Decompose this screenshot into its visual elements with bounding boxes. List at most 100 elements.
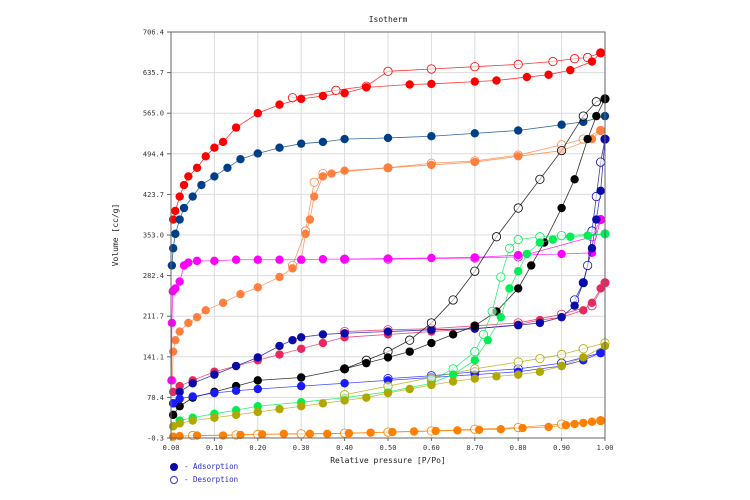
adsorption-point bbox=[405, 384, 414, 394]
adsorption-point bbox=[566, 65, 575, 75]
desorption-point bbox=[426, 64, 436, 74]
adsorption-point bbox=[596, 284, 605, 293]
adsorption-point bbox=[514, 284, 523, 293]
adsorption-point bbox=[405, 80, 414, 89]
adsorption-point bbox=[340, 364, 349, 374]
adsorption-point bbox=[409, 427, 419, 436]
adsorption-point bbox=[175, 192, 184, 201]
adsorption-point bbox=[210, 413, 219, 422]
adsorption-point bbox=[544, 422, 553, 432]
adsorption-point bbox=[383, 133, 393, 143]
adsorption-point bbox=[340, 88, 349, 98]
adsorption-point bbox=[253, 402, 262, 411]
adsorption-point bbox=[514, 370, 523, 379]
desorption-point bbox=[513, 203, 523, 213]
adsorption-point bbox=[587, 57, 597, 66]
adsorption-point bbox=[470, 321, 479, 330]
y-tick-label: 494.4 bbox=[143, 150, 164, 158]
x-tick-label: 0.20 bbox=[249, 444, 266, 452]
adsorption-point bbox=[362, 393, 371, 402]
adsorption-point bbox=[405, 347, 414, 356]
adsorption-point bbox=[175, 327, 184, 336]
adsorption-point bbox=[175, 215, 184, 224]
desorption-point bbox=[578, 344, 588, 354]
adsorption-point bbox=[535, 318, 545, 328]
adsorption-point bbox=[514, 267, 523, 276]
adsorption-point bbox=[427, 325, 436, 335]
adsorption-point bbox=[557, 312, 566, 322]
adsorption-point bbox=[192, 163, 202, 173]
adsorption-point bbox=[587, 298, 597, 308]
adsorption-point bbox=[470, 77, 479, 86]
adsorption-point bbox=[288, 264, 297, 273]
adsorption-point bbox=[579, 418, 588, 428]
adsorption-point bbox=[236, 154, 245, 164]
x-tick-label: 0.50 bbox=[380, 444, 397, 452]
adsorption-point bbox=[223, 163, 232, 173]
series-orange bbox=[168, 125, 606, 385]
adsorption-point bbox=[496, 425, 506, 434]
adsorption-point bbox=[167, 261, 177, 270]
adsorption-point bbox=[453, 426, 462, 435]
desorption-point bbox=[556, 145, 567, 156]
adsorption-point bbox=[184, 258, 193, 267]
adsorption-point bbox=[231, 361, 241, 371]
adsorption-point bbox=[301, 229, 310, 239]
filled-circle-icon bbox=[170, 462, 178, 471]
desorption-point bbox=[570, 54, 580, 64]
adsorption-point bbox=[383, 327, 393, 336]
adsorption-point bbox=[340, 396, 349, 405]
adsorption-point bbox=[253, 283, 262, 292]
adsorption-point bbox=[210, 370, 219, 379]
desorption-point bbox=[478, 329, 489, 340]
adsorption-point bbox=[427, 338, 436, 348]
adsorption-point bbox=[427, 79, 436, 89]
adsorption-point bbox=[522, 72, 532, 82]
adsorption-point bbox=[275, 143, 284, 152]
desorption-point bbox=[470, 62, 480, 72]
x-tick-label: 0.40 bbox=[336, 444, 353, 452]
x-tick-label: 0.60 bbox=[423, 444, 440, 452]
adsorption-point bbox=[505, 284, 514, 293]
adsorption-point bbox=[596, 126, 605, 135]
adsorption-point bbox=[383, 254, 393, 263]
adsorption-point bbox=[253, 149, 262, 158]
adsorption-point bbox=[297, 373, 306, 382]
adsorption-point bbox=[535, 367, 545, 376]
adsorption-point bbox=[192, 256, 202, 266]
desorption-point bbox=[596, 157, 606, 167]
adsorption-point bbox=[253, 407, 262, 417]
adsorption-point bbox=[192, 312, 202, 322]
adsorption-point bbox=[210, 143, 219, 152]
adsorption-point bbox=[236, 290, 245, 299]
adsorption-point bbox=[596, 416, 605, 425]
y-tick-label: 211.7 bbox=[143, 313, 164, 321]
adsorption-point bbox=[470, 374, 479, 383]
legend-item-desorption: - Desorption bbox=[170, 473, 238, 486]
x-tick-label: 0.80 bbox=[510, 444, 527, 452]
adsorption-point bbox=[175, 387, 184, 397]
adsorption-point bbox=[427, 380, 436, 390]
adsorption-point bbox=[171, 335, 180, 345]
desorption-point bbox=[470, 364, 480, 374]
adsorption-point bbox=[470, 356, 479, 365]
desorption-point bbox=[583, 260, 593, 271]
adsorption-point bbox=[253, 109, 262, 118]
adsorption-point bbox=[275, 100, 284, 109]
adsorption-point bbox=[318, 172, 328, 181]
series-navy bbox=[167, 111, 610, 270]
adsorption-point bbox=[448, 330, 458, 339]
adsorption-point bbox=[318, 254, 328, 264]
adsorption-point bbox=[583, 231, 592, 240]
y-tick-label: 706.4 bbox=[143, 29, 164, 37]
adsorption-point bbox=[253, 255, 262, 264]
y-tick-label: 565.0 bbox=[143, 110, 164, 118]
adsorption-point bbox=[253, 353, 262, 362]
x-tick-label: 0.30 bbox=[293, 444, 310, 452]
adsorption-point bbox=[327, 169, 336, 178]
adsorption-point bbox=[231, 410, 241, 420]
adsorption-point bbox=[175, 431, 184, 441]
adsorption-point bbox=[175, 402, 184, 411]
adsorption-point bbox=[496, 312, 506, 322]
adsorption-point bbox=[188, 416, 197, 425]
